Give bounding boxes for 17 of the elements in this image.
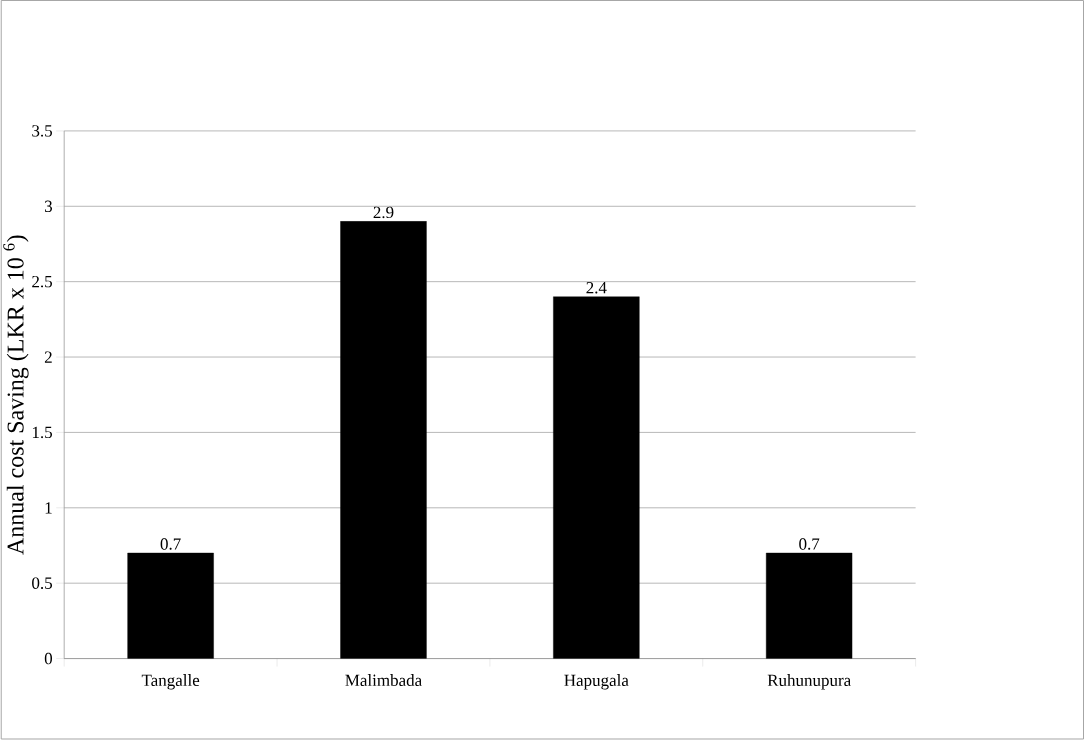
data-label: 0.7: [799, 538, 820, 551]
x-tick-label: Malimbada: [345, 674, 422, 687]
x-tick-label: Hapugala: [564, 674, 629, 690]
x-tick-label: Ruhunupura: [767, 674, 851, 690]
y-axis-title: Annual cost Saving (LKR x 10 $^{6}$): [3, 235, 29, 556]
y-tick-label: 0.5: [32, 577, 53, 590]
y-tick-label: 1.5: [32, 426, 53, 439]
y-tick-label: 1: [45, 502, 52, 514]
data-label: 0.7: [160, 538, 181, 551]
y-tick-label: 3: [44, 200, 53, 213]
y-tick-label: 3.5: [32, 125, 53, 137]
y-tick-label: 2: [44, 351, 52, 363]
y-tick-label: 2.5: [32, 276, 53, 288]
data-label: 2.9: [373, 206, 394, 219]
x-tick-label: Tangalle: [141, 674, 200, 690]
y-tick-label: 0: [44, 653, 53, 665]
data-label: 2.4: [586, 282, 607, 294]
